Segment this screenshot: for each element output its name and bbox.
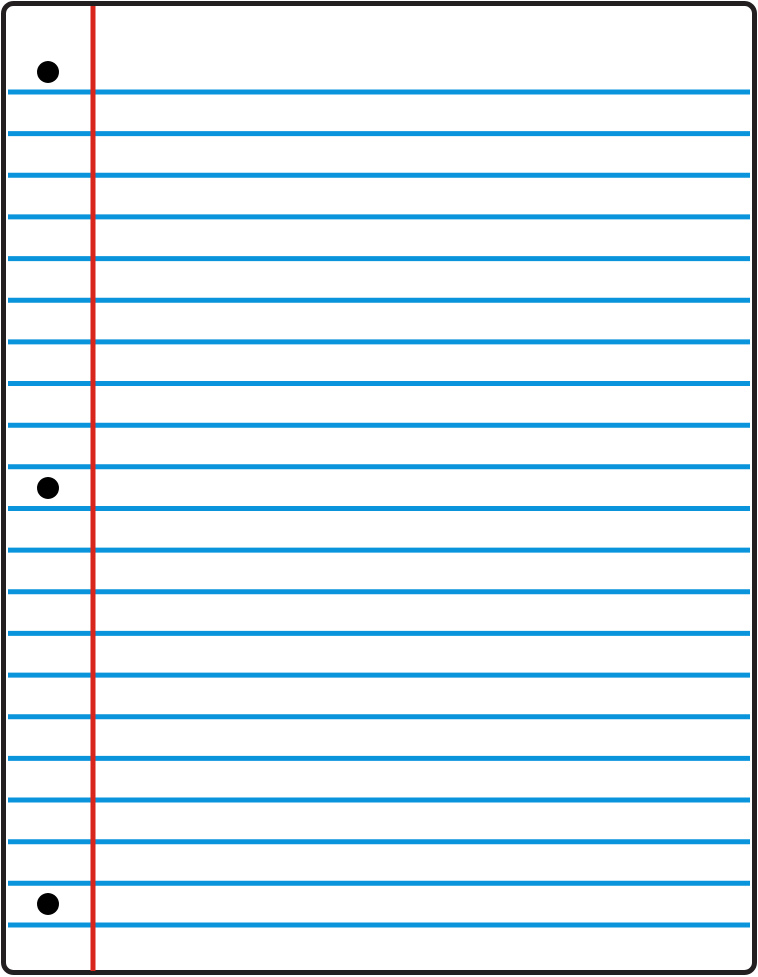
punch-hole [37,893,59,915]
ruled-lines [8,89,750,928]
punch-hole [37,477,59,499]
punch-hole [37,61,59,83]
